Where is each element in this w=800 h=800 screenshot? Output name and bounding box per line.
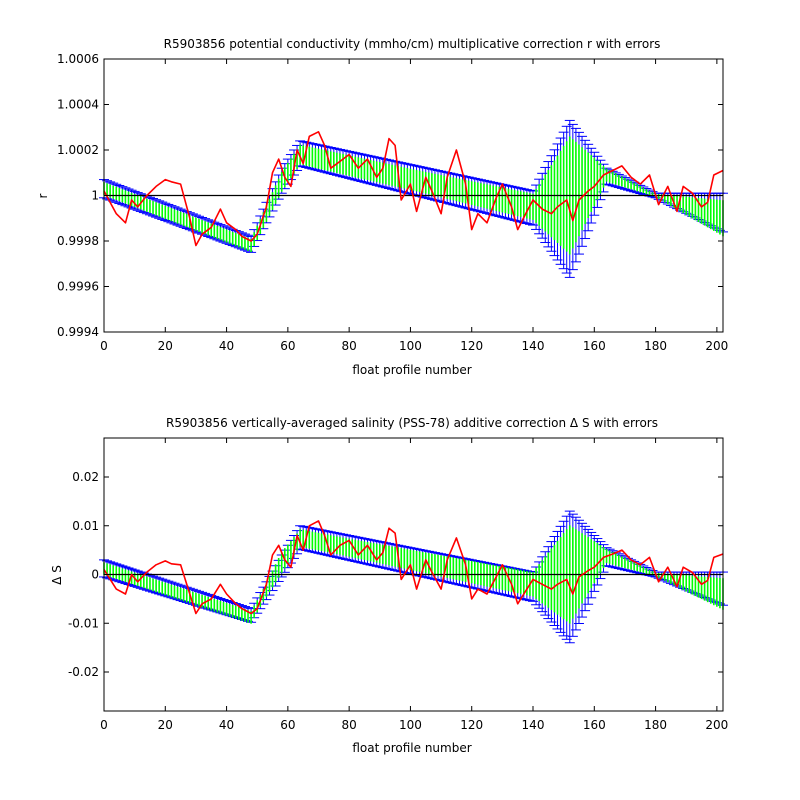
x-tick-label: 160 <box>583 718 606 732</box>
x-axis-label: float profile number <box>352 741 471 755</box>
x-tick-label: 140 <box>522 718 545 732</box>
x-tick-label: 200 <box>705 718 728 732</box>
y-tick-label: 0.9994 <box>57 325 99 339</box>
x-tick-label: 120 <box>460 718 483 732</box>
x-tick-label: 180 <box>644 718 667 732</box>
raw-series-line <box>103 520 724 615</box>
y-axis-label: r <box>36 193 50 198</box>
chart-title: R5903856 vertically-averaged salinity (P… <box>166 416 658 430</box>
axis-ticks: 0 20 40 60 80 100 120 140 160 180 200 -0.02 -0.01 0 0.… <box>68 438 728 732</box>
x-axis-label: float profile number <box>352 363 471 377</box>
x-tick-label: 40 <box>219 339 234 353</box>
x-tick-label: 60 <box>280 339 295 353</box>
x-tick-label: 100 <box>399 718 422 732</box>
panel-background <box>0 0 800 400</box>
x-tick-label: 80 <box>342 339 357 353</box>
x-tick-label: 20 <box>158 718 173 732</box>
y-tick-label: 0 <box>91 568 99 582</box>
y-tick-label: 0.01 <box>72 519 99 533</box>
y-tick-label: 0.02 <box>72 470 99 484</box>
plot-area <box>99 119 728 278</box>
x-tick-label: 0 <box>100 339 108 353</box>
x-tick-label: 80 <box>342 718 357 732</box>
y-tick-label: 1.0006 <box>57 52 99 66</box>
y-tick-label: 1.0002 <box>57 143 99 157</box>
axis-ticks: 0 20 40 60 80 100 120 140 160 180 200 0.9994 0.9996 0… <box>57 52 728 353</box>
chart-panel-top: 0 20 40 60 80 100 120 140 160 180 200 0.9994 0.9996 0… <box>0 0 800 400</box>
x-tick-label: 100 <box>399 339 422 353</box>
x-tick-label: 40 <box>219 718 234 732</box>
y-axis-label: Δ S <box>50 565 64 585</box>
y-tick-label: 0.9998 <box>57 234 99 248</box>
y-tick-label: -0.01 <box>68 616 99 630</box>
x-tick-label: 20 <box>158 339 173 353</box>
chart-title: R5903856 potential conductivity (mmho/cm… <box>164 37 661 51</box>
x-tick-label: 60 <box>280 718 295 732</box>
x-tick-label: 180 <box>644 339 667 353</box>
y-tick-label: 1 <box>91 189 99 203</box>
x-tick-label: 160 <box>583 339 606 353</box>
y-tick-label: 0.9996 <box>57 280 99 294</box>
raw-series-line <box>103 131 724 247</box>
x-tick-label: 0 <box>100 718 108 732</box>
chart-panel-bottom: 0 20 40 60 80 100 120 140 160 180 200 -0.02 -0.01 0 0.… <box>50 416 728 755</box>
x-tick-label: 140 <box>522 339 545 353</box>
y-tick-label: 1.0004 <box>57 98 99 112</box>
x-tick-label: 200 <box>705 339 728 353</box>
x-tick-label: 120 <box>460 339 483 353</box>
y-tick-label: -0.02 <box>68 665 99 679</box>
plot-area <box>99 510 728 644</box>
